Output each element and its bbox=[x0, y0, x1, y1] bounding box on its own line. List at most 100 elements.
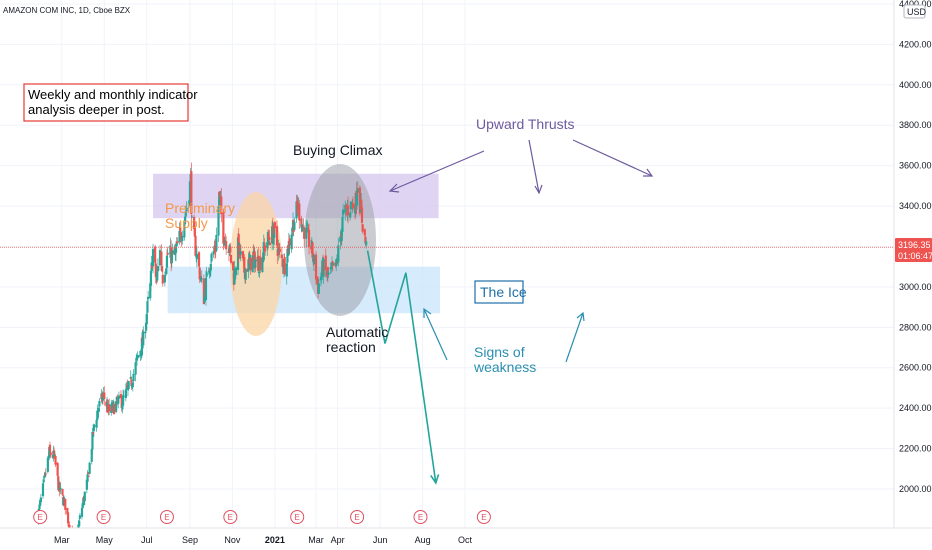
currency-badge[interactable] bbox=[903, 4, 926, 19]
earnings-marker[interactable]: E bbox=[223, 510, 238, 524]
candle bbox=[277, 239, 280, 261]
candle bbox=[222, 208, 225, 251]
candle bbox=[66, 509, 70, 527]
candle bbox=[349, 211, 352, 221]
earnings-marker-label: E bbox=[38, 513, 43, 522]
earnings-marker[interactable]: E bbox=[413, 510, 428, 524]
candle bbox=[205, 266, 208, 284]
buying-climax-label: Buying Climax bbox=[293, 142, 382, 158]
candle bbox=[186, 207, 189, 212]
candle bbox=[249, 257, 252, 275]
time-axis-panel bbox=[0, 528, 932, 550]
candle bbox=[305, 219, 308, 247]
currency-label: USD bbox=[907, 7, 927, 17]
candle bbox=[312, 253, 316, 271]
upward-thrusts-label: Upward Thrusts bbox=[476, 116, 575, 132]
x-tick-label: Sep bbox=[182, 535, 198, 545]
x-tick-label: Mar bbox=[54, 535, 70, 545]
candle bbox=[303, 226, 306, 247]
candle bbox=[234, 266, 238, 280]
candle bbox=[132, 369, 135, 385]
x-axis: Mar May Jul Sep Nov 2021 Mar Apr Jun Aug Oct bbox=[54, 535, 473, 545]
candle bbox=[332, 263, 335, 266]
candle bbox=[268, 229, 271, 244]
candle bbox=[54, 454, 57, 467]
candle bbox=[241, 251, 244, 262]
candle bbox=[244, 267, 247, 284]
candle bbox=[360, 193, 363, 210]
automatic-reaction-label-1: Automatic bbox=[326, 324, 388, 340]
candle bbox=[184, 205, 187, 225]
candle bbox=[257, 271, 260, 277]
candle bbox=[268, 240, 272, 246]
candle bbox=[53, 447, 56, 459]
candle bbox=[247, 252, 250, 279]
earnings-marker[interactable]: E bbox=[159, 510, 174, 524]
y-tick-label: 3400.00 bbox=[899, 201, 932, 211]
candle bbox=[41, 482, 45, 499]
candle bbox=[160, 262, 164, 273]
candle bbox=[156, 269, 159, 283]
candle bbox=[95, 418, 98, 432]
y-tick-label: 4400.00 bbox=[899, 0, 932, 9]
candle bbox=[90, 447, 93, 465]
candle bbox=[163, 271, 166, 287]
earnings-marker[interactable]: E bbox=[290, 510, 305, 524]
candle bbox=[200, 270, 203, 284]
candle bbox=[160, 244, 163, 271]
candle bbox=[220, 188, 223, 223]
x-tick-label: May bbox=[96, 535, 114, 545]
candle bbox=[337, 237, 340, 267]
candle bbox=[121, 389, 125, 407]
candle bbox=[195, 246, 199, 268]
x-tick-label: Jun bbox=[373, 535, 388, 545]
candle bbox=[356, 189, 359, 210]
candle bbox=[262, 234, 265, 263]
price-badge-value: 3196.35 bbox=[898, 240, 931, 250]
candle bbox=[134, 358, 137, 382]
y-tick-label: 2800.00 bbox=[899, 322, 932, 332]
earnings-marker[interactable]: E bbox=[476, 510, 491, 524]
candle bbox=[176, 237, 179, 244]
candle bbox=[178, 222, 181, 245]
candle bbox=[283, 253, 286, 277]
candle bbox=[78, 512, 81, 520]
candle bbox=[346, 196, 350, 224]
candle bbox=[285, 259, 288, 285]
x-tick-label: Aug bbox=[415, 535, 431, 545]
candle bbox=[146, 297, 149, 320]
upward-thrust-arrows bbox=[388, 139, 654, 195]
candle bbox=[281, 258, 284, 275]
candle bbox=[327, 270, 330, 279]
candle bbox=[42, 475, 45, 486]
candle bbox=[259, 249, 262, 274]
earnings-marker[interactable]: E bbox=[33, 510, 48, 524]
candle bbox=[264, 242, 267, 256]
candle bbox=[161, 270, 164, 287]
candle bbox=[171, 243, 174, 260]
axis-panel bbox=[894, 0, 932, 528]
candle bbox=[151, 243, 155, 274]
earnings-marker[interactable]: E bbox=[350, 510, 365, 524]
y-tick-label: 2600.00 bbox=[899, 363, 932, 373]
candle bbox=[217, 199, 220, 242]
earnings-marker-label: E bbox=[295, 513, 300, 522]
x-tick-label: Nov bbox=[224, 535, 241, 545]
signs-of-weakness-label-2: weakness bbox=[473, 359, 536, 375]
candle bbox=[91, 427, 94, 455]
candle bbox=[88, 461, 91, 475]
candle bbox=[239, 245, 242, 262]
earnings-marker-label: E bbox=[481, 513, 486, 522]
candle bbox=[344, 203, 348, 215]
candle bbox=[181, 230, 184, 245]
candle bbox=[108, 398, 111, 416]
note-line-2: analysis deeper in post. bbox=[28, 102, 165, 117]
earnings-marker[interactable]: E bbox=[96, 510, 111, 524]
candles bbox=[37, 162, 368, 549]
candle bbox=[356, 181, 359, 197]
candle bbox=[198, 261, 201, 283]
signs-of-weakness-arrows bbox=[423, 307, 585, 363]
candle bbox=[302, 218, 305, 229]
candle bbox=[48, 441, 52, 452]
